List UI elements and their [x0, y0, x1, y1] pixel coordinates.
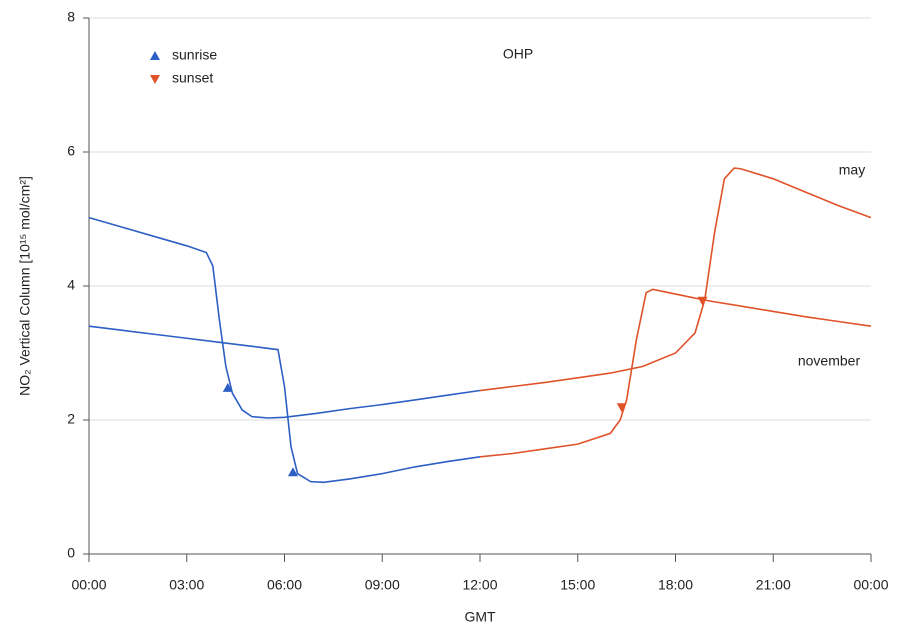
line [88, 216, 481, 419]
legend-marker [150, 75, 160, 84]
legend-label: sunrise [172, 47, 217, 63]
y-tick-label: 2 [67, 411, 75, 427]
y-tick-label: 8 [67, 9, 75, 25]
x-tick-label: 21:00 [756, 577, 791, 593]
x-tick-label: 12:00 [462, 577, 497, 593]
x-tick-label: 09:00 [365, 577, 400, 593]
legend-marker [150, 51, 160, 60]
event-marker [697, 296, 708, 306]
annotation: november [798, 353, 861, 369]
x-tick-label: 03:00 [169, 577, 204, 593]
event-marker [287, 467, 298, 477]
x-tick-label: 15:00 [560, 577, 595, 593]
line [479, 288, 872, 458]
event-marker [222, 382, 233, 392]
line [88, 325, 481, 484]
legend-label: sunset [172, 70, 213, 86]
x-tick-label: 18:00 [658, 577, 693, 593]
y-tick-label: 4 [67, 277, 75, 293]
y-tick-label: 0 [67, 545, 75, 561]
event-marker [616, 403, 627, 413]
x-axis-label: GMT [464, 609, 496, 625]
y-axis-label: NO₂ Vertical Column [10¹⁵ mol/cm²] [17, 176, 33, 396]
y-tick-label: 6 [67, 143, 75, 159]
x-tick-label: 06:00 [267, 577, 302, 593]
x-tick-label: 00:00 [853, 577, 888, 593]
x-tick-label: 00:00 [71, 577, 106, 593]
annotation: may [839, 162, 865, 178]
chart-title: OHP [503, 46, 533, 62]
